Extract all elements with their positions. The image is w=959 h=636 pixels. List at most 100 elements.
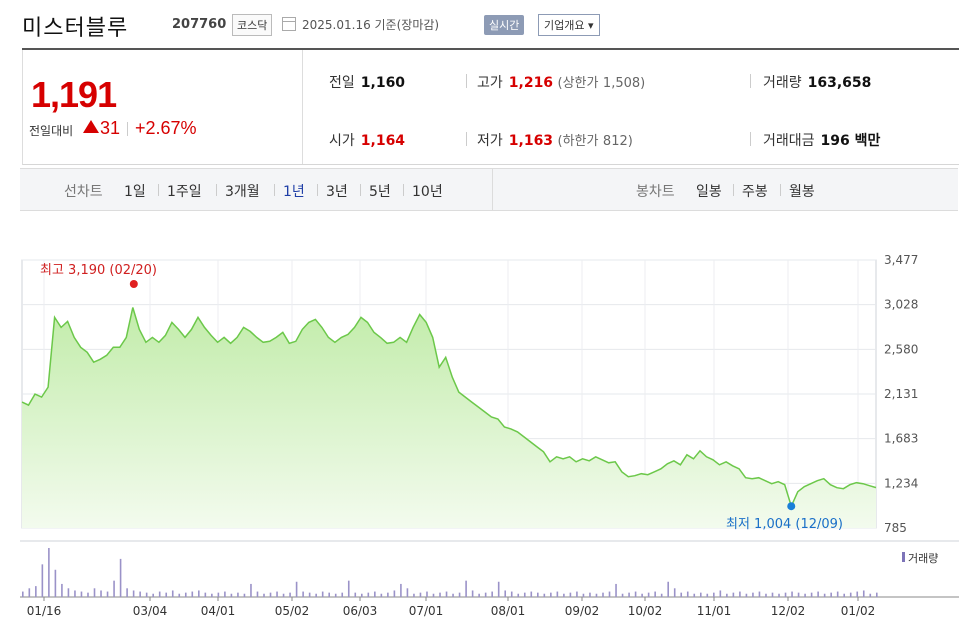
volume-bar [119,558,122,597]
volume-bar [876,592,878,597]
volume-bar [484,592,487,597]
volume-bar [439,592,441,597]
tab-3y[interactable]: 3년 [326,184,348,200]
volume-bar [276,591,278,597]
volume-bar [132,590,135,597]
volume-bar [445,591,448,597]
tab-monthly-candle[interactable]: 월봉 [789,184,815,200]
x-tick-label: 09/02 [565,604,600,618]
volume-bar [817,591,819,597]
volume-bar [74,590,76,597]
x-tick-label: 04/01 [201,604,236,618]
volume-bar [224,591,226,597]
prev-close-label: 전일 [329,75,355,91]
open-price: 시가 1,164 [329,130,405,150]
volume-bar [497,581,500,597]
volume-bar [250,583,252,597]
header-divider [22,48,959,50]
price-line [21,307,877,509]
tab-1w[interactable]: 1주일 [167,184,202,200]
tab-3m[interactable]: 3개월 [225,184,260,200]
high-marker [129,280,138,288]
volume-bar [41,564,44,597]
volume-bar [582,593,585,597]
volume-bar [367,592,370,597]
volume-bar [380,593,383,597]
volume-bar [282,593,285,597]
volume-bar [791,591,793,597]
upper-limit-label: (상한가 [557,76,599,91]
volume-bar [87,592,89,597]
calendar-icon [282,17,296,31]
volume-bar [491,591,493,597]
tab-daily-candle[interactable]: 일봉 [696,184,722,200]
volume-bar [191,591,194,597]
volume-label: 거래량 [763,75,802,91]
volume-bar [576,591,578,597]
amount-label: 거래대금 [763,133,815,149]
volume-bar [374,591,376,597]
low-label: 저가 [477,133,503,149]
stock-code: 207760 [172,17,227,32]
volume-bar [758,591,761,597]
candle-chart-label: 봉차트 [636,184,675,200]
volume-bar [178,593,181,597]
tab-5y[interactable]: 5년 [369,184,391,200]
volume-bar [171,590,174,597]
volume-bar [419,592,422,597]
trade-amount: 거래대금 196 백만 [763,130,880,150]
volume-bar [869,593,872,597]
volume-bar [778,593,780,597]
tab-separator [360,184,361,196]
volume-bar [93,588,96,597]
tab-weekly-candle[interactable]: 주봉 [742,184,768,200]
low-price: 저가 1,163 (하한가 812) [477,130,633,150]
title-row: 미스터블루 207760 코스닥 2025.01.16 기준(장마감) 실시간 … [22,10,959,41]
volume-bar [126,588,128,597]
volume-bar [67,588,70,597]
volume-bar [321,591,324,597]
volume-bar [556,591,559,597]
volume-bar [686,591,689,597]
volume-bar [289,592,291,597]
volume-bar [563,593,565,597]
x-tick-label: 08/01 [491,604,526,618]
volume-bar [706,593,709,597]
x-tick-label: 07/01 [409,604,444,618]
realtime-button[interactable]: 실시간 [484,15,525,35]
volume-bar [615,583,617,597]
x-tick-label: 12/02 [771,604,806,618]
x-tick-label: 01/16 [27,604,62,618]
volume-bar [621,593,624,597]
tab-separator [733,184,734,196]
volume-bar [139,591,141,597]
tab-separator [158,184,159,196]
volume-bar [237,592,239,597]
price-summary: 1,191 전일대비 31 +2.67% 전일 1,160 시가 1,164 고가 1… [22,50,959,165]
volume-bar [478,593,480,597]
company-overview-button[interactable]: 기업개요 ▾ [538,14,600,36]
y-tick-label: 1,683 [884,432,918,446]
tab-10y[interactable]: 10년 [412,184,443,200]
volume-bar [184,592,187,597]
volume-bar [432,593,435,597]
volume: 거래량 163,658 [763,72,871,92]
volume-bar [784,592,787,597]
tab-1d[interactable]: 1일 [124,184,146,200]
volume-bar [387,592,389,597]
tab-separator [780,184,781,196]
volume-bar [726,593,728,597]
open-label: 시가 [329,133,355,149]
volume-bar [458,592,461,597]
volume-bar [341,592,344,597]
volume-bar [204,592,207,597]
tab-1y[interactable]: 1년 [283,184,305,200]
volume-bar [523,592,526,597]
volume-bar [211,593,213,597]
price-area [22,307,876,528]
volume-bar [145,592,148,597]
volume-bar [360,593,363,597]
y-tick-label: 2,580 [884,342,918,356]
volume-bar [862,590,865,597]
volume-bar [680,592,683,597]
